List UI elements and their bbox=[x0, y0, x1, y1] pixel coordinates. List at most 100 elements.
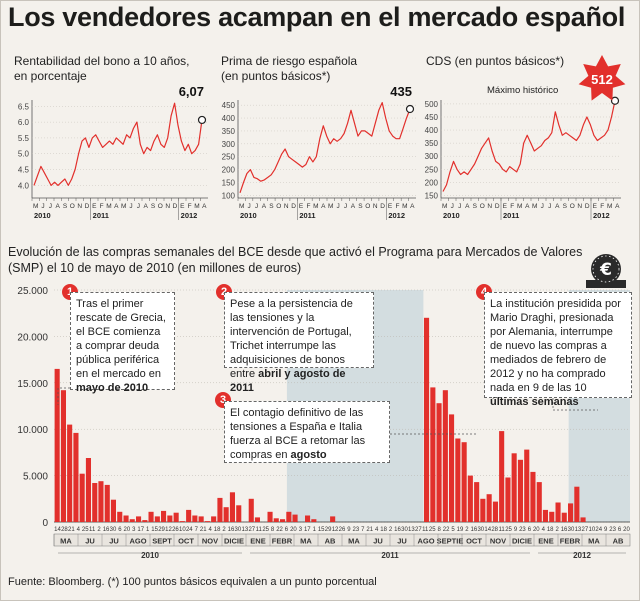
main-week-label: 25 bbox=[429, 527, 436, 533]
panel2-month-label: J bbox=[248, 203, 251, 210]
main-bar bbox=[136, 516, 142, 522]
panel1-month-label: N bbox=[165, 203, 170, 210]
annotation-1-bold: mayo de 2010 bbox=[76, 382, 149, 394]
main-week-label: 16 bbox=[228, 527, 235, 533]
main-week-label: 11 bbox=[422, 527, 429, 533]
panel1-year-label: 2011 bbox=[93, 211, 109, 220]
panel3-month-label: A bbox=[615, 203, 620, 210]
main-week-label: 25 bbox=[262, 527, 269, 533]
main-week-label: 7 bbox=[195, 527, 199, 533]
main-month-label: SEPTIE bbox=[437, 537, 464, 546]
panel2-month-label: A bbox=[351, 203, 356, 210]
main-week-label: 25 bbox=[82, 527, 89, 533]
panel1-year-label: 2010 bbox=[34, 211, 51, 220]
panel3-month-label: N bbox=[577, 203, 582, 210]
main-week-label: 28 bbox=[61, 527, 68, 533]
main-bar bbox=[517, 459, 523, 522]
panel2-month-label: F bbox=[306, 203, 310, 210]
main-week-label: 22 bbox=[443, 527, 450, 533]
main-month-label: ENE bbox=[250, 537, 265, 546]
main-week-label: 8 bbox=[437, 527, 441, 533]
panel1-month-label: S bbox=[63, 203, 68, 210]
main-bar bbox=[60, 390, 66, 522]
panel3-ytick-label: 300 bbox=[425, 152, 439, 161]
main-month-label: OCT bbox=[178, 537, 194, 546]
panel1-series-line bbox=[33, 102, 203, 186]
main-week-label: 2 bbox=[389, 527, 393, 533]
main-bar bbox=[154, 516, 160, 522]
panel2-ytick-label: 200 bbox=[222, 166, 236, 175]
main-bar bbox=[211, 516, 217, 522]
main-ytick-label: 5.000 bbox=[23, 472, 48, 483]
main-bar bbox=[542, 509, 548, 522]
svg-text:€: € bbox=[599, 260, 612, 280]
main-month-label: NOV bbox=[490, 537, 506, 546]
main-week-label: 29 bbox=[325, 527, 332, 533]
panel1-month-label: M bbox=[106, 203, 111, 210]
panel2-month-label: O bbox=[365, 203, 370, 210]
panel2-year-label: 2011 bbox=[299, 211, 315, 220]
main-week-label: 16 bbox=[471, 527, 478, 533]
main-bar bbox=[442, 390, 448, 522]
main-bar bbox=[54, 368, 60, 522]
panel1-title: Rentabilidad del bono a 10 años, en porc… bbox=[14, 54, 190, 83]
main-bar bbox=[173, 512, 179, 522]
panel3-year-label: 2010 bbox=[443, 211, 460, 220]
main-bar bbox=[511, 453, 517, 522]
main-week-label: 7 bbox=[361, 527, 365, 533]
main-week-label: 3 bbox=[299, 527, 303, 533]
panel1-month-label: A bbox=[55, 203, 60, 210]
main-week-label: 2 bbox=[465, 527, 469, 533]
panel1-month-label: O bbox=[70, 203, 75, 210]
main-bar bbox=[430, 387, 436, 522]
main-bar bbox=[536, 482, 542, 522]
main-month-label: FEBR bbox=[560, 537, 581, 546]
panel2-month-label: E bbox=[299, 203, 304, 210]
panel3-month-label: M bbox=[517, 203, 522, 210]
main-ytick-label: 20.000 bbox=[17, 332, 48, 343]
main-month-label: MA bbox=[348, 537, 360, 546]
annotation-1-text: Tras el primer rescate de Grecia, el BCE… bbox=[76, 298, 166, 380]
main-bar bbox=[449, 414, 455, 522]
panel2-year-label: 2010 bbox=[240, 211, 257, 220]
panel3-ytick-label: 150 bbox=[425, 191, 439, 200]
panel3-month-label: S bbox=[563, 203, 568, 210]
main-bar bbox=[236, 505, 242, 522]
main-week-label: 17 bbox=[137, 527, 144, 533]
annotation-4-bold: últimas semanas bbox=[490, 396, 579, 408]
main-ytick-label: 10.000 bbox=[17, 425, 48, 436]
main-week-label: 23 bbox=[519, 527, 526, 533]
main-week-label: 9 bbox=[514, 527, 518, 533]
main-week-label: 21 bbox=[68, 527, 75, 533]
main-week-label: 20 bbox=[623, 527, 630, 533]
main-month-label: JU bbox=[397, 537, 407, 546]
panel3-month-label: O bbox=[480, 203, 485, 210]
main-week-label: 16 bbox=[561, 527, 568, 533]
main-week-label: 22 bbox=[276, 527, 283, 533]
main-bar bbox=[123, 515, 129, 522]
main-bar bbox=[217, 497, 223, 522]
main-week-label: 27 bbox=[582, 527, 589, 533]
panel1-ytick-label: 6.0 bbox=[18, 118, 30, 127]
main-month-label: AB bbox=[613, 537, 624, 546]
main-bar bbox=[311, 519, 317, 522]
panel3-month-label: S bbox=[473, 203, 478, 210]
main-bar bbox=[474, 482, 480, 522]
main-bar bbox=[267, 511, 273, 522]
main-bar bbox=[92, 483, 98, 522]
panel2-last-value-label: 435 bbox=[390, 84, 412, 99]
main-bar bbox=[461, 442, 467, 522]
panel2-year-label: 2012 bbox=[388, 211, 405, 220]
panel2-month-label: S bbox=[358, 203, 363, 210]
panel2-month-label: A bbox=[262, 203, 267, 210]
panel3-month-label: A bbox=[465, 203, 470, 210]
main-bar bbox=[198, 516, 204, 522]
main-bar bbox=[161, 510, 167, 522]
main-week-label: 20 bbox=[290, 527, 297, 533]
main-bar bbox=[436, 403, 442, 522]
main-year-label: 2012 bbox=[573, 551, 591, 560]
annotation-3-text: El contagio definitivo de las tensiones … bbox=[230, 407, 366, 461]
main-month-label: OCT bbox=[466, 537, 482, 546]
main-week-label: 4 bbox=[375, 527, 379, 533]
panel1-month-label: S bbox=[151, 203, 156, 210]
